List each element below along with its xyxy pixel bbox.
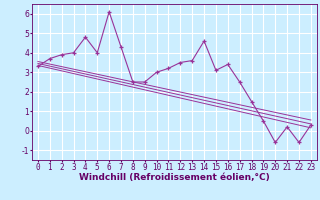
X-axis label: Windchill (Refroidissement éolien,°C): Windchill (Refroidissement éolien,°C): [79, 173, 270, 182]
